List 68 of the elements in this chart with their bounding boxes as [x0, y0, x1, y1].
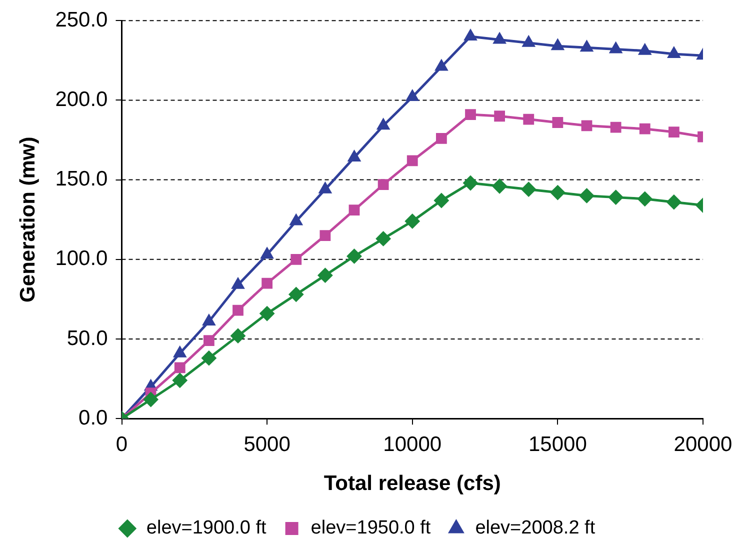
point [174, 362, 186, 374]
point [230, 328, 246, 344]
legend-label: elev=2008.2 ft [475, 518, 596, 539]
point [406, 155, 418, 166]
point [580, 40, 594, 52]
point [260, 306, 275, 322]
y-tick-label: 200.0 [55, 88, 108, 111]
legend-label: elev=1900.0 ft [146, 518, 268, 539]
y-tick-label: 250.0 [55, 8, 108, 32]
point [404, 214, 420, 229]
point [262, 278, 273, 289]
point [551, 38, 564, 50]
point [406, 90, 419, 102]
point [637, 191, 652, 206]
point [318, 182, 332, 194]
point [434, 192, 449, 208]
point [610, 122, 622, 133]
point [638, 43, 652, 55]
point [203, 335, 214, 346]
point [378, 179, 389, 190]
point [260, 247, 274, 259]
point [288, 286, 304, 302]
point [521, 182, 536, 197]
y-tick-label: 50.0 [66, 326, 108, 350]
point [376, 118, 390, 130]
point [434, 59, 448, 71]
point [320, 230, 331, 241]
point [609, 42, 622, 54]
y-tick-label: 100.0 [55, 247, 108, 270]
point [346, 248, 362, 264]
point [579, 188, 594, 204]
point [201, 350, 216, 366]
point [493, 32, 506, 44]
y-tick-label: 150.0 [55, 168, 108, 191]
point [463, 175, 478, 190]
point [348, 204, 360, 216]
point [492, 178, 508, 194]
point [522, 35, 536, 47]
point [290, 254, 302, 265]
x-axis-title: Total release (cfs) [324, 472, 501, 496]
point [436, 132, 447, 144]
point [318, 268, 333, 283]
x-tick-label: 5000 [244, 432, 290, 456]
point [523, 114, 534, 125]
point [143, 392, 158, 407]
point [494, 110, 506, 122]
point [667, 46, 680, 58]
y-axis-title: Generation (mw) [16, 136, 40, 302]
x-tick-label: 15000 [528, 432, 587, 456]
point [465, 109, 476, 120]
point [668, 126, 680, 138]
point [550, 185, 566, 200]
point [376, 231, 391, 246]
point [464, 29, 478, 41]
point [290, 214, 303, 226]
y-tick-label: 0.0 [78, 406, 108, 430]
point [666, 194, 682, 210]
point [348, 150, 361, 162]
point [608, 190, 624, 205]
legend-label: elev=1950.0 ft [310, 518, 432, 539]
x-tick-label: 0 [116, 432, 128, 456]
x-tick-label: 20000 [674, 432, 732, 456]
point [639, 123, 650, 134]
point [232, 304, 244, 316]
point [172, 372, 188, 388]
x-tick-label: 10000 [383, 432, 442, 456]
point [581, 120, 592, 132]
point [552, 117, 564, 128]
